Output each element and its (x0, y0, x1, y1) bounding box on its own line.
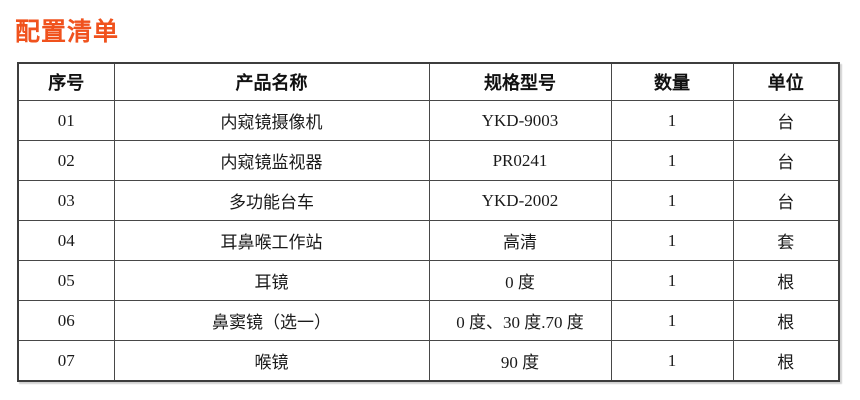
cell-seq: 01 (17, 100, 115, 141)
cell-name: 鼻窦镜（选一） (113, 300, 430, 341)
cell-name: 耳镜 (113, 260, 430, 301)
cell-unit: 根 (732, 260, 840, 301)
cell-seq: 07 (17, 340, 115, 382)
col-header-seq: 序号 (17, 62, 115, 101)
table-row: 04 耳鼻喉工作站 高清 1 套 (17, 220, 840, 261)
header-row: 序号 产品名称 规格型号 数量 单位 (17, 62, 840, 101)
cell-seq: 05 (17, 260, 115, 301)
cell-spec: 0 度 (428, 260, 612, 301)
cell-seq: 02 (17, 140, 115, 181)
cell-unit: 台 (732, 180, 840, 221)
table-row: 01 内窥镜摄像机 YKD-9003 1 台 (17, 100, 840, 141)
cell-qty: 1 (610, 180, 734, 221)
col-header-spec: 规格型号 (428, 62, 612, 101)
cell-spec: YKD-9003 (428, 100, 612, 141)
col-header-qty: 数量 (610, 62, 734, 101)
cell-spec: PR0241 (428, 140, 612, 181)
cell-unit: 套 (732, 220, 840, 261)
cell-name: 喉镜 (113, 340, 430, 382)
config-table-container: 序号 产品名称 规格型号 数量 单位 01 内窥镜摄像机 YKD-9003 1 … (17, 62, 840, 382)
table-row: 03 多功能台车 YKD-2002 1 台 (17, 180, 840, 221)
cell-name: 内窥镜摄像机 (113, 100, 430, 141)
cell-unit: 台 (732, 140, 840, 181)
config-table: 序号 产品名称 规格型号 数量 单位 01 内窥镜摄像机 YKD-9003 1 … (17, 62, 840, 382)
cell-name: 内窥镜监视器 (113, 140, 430, 181)
cell-spec: 0 度、30 度.70 度 (428, 300, 612, 341)
cell-qty: 1 (610, 300, 734, 341)
cell-name: 多功能台车 (113, 180, 430, 221)
table-row: 02 内窥镜监视器 PR0241 1 台 (17, 140, 840, 181)
col-header-name: 产品名称 (113, 62, 430, 101)
table-row: 05 耳镜 0 度 1 根 (17, 260, 840, 301)
cell-qty: 1 (610, 100, 734, 141)
cell-seq: 04 (17, 220, 115, 261)
table-row: 07 喉镜 90 度 1 根 (17, 340, 840, 382)
cell-seq: 03 (17, 180, 115, 221)
cell-unit: 根 (732, 300, 840, 341)
col-header-unit: 单位 (732, 62, 840, 101)
table-row: 06 鼻窦镜（选一） 0 度、30 度.70 度 1 根 (17, 300, 840, 341)
cell-seq: 06 (17, 300, 115, 341)
table-header: 序号 产品名称 规格型号 数量 单位 (17, 62, 840, 101)
cell-qty: 1 (610, 340, 734, 382)
cell-unit: 根 (732, 340, 840, 382)
cell-qty: 1 (610, 260, 734, 301)
cell-spec: 90 度 (428, 340, 612, 382)
cell-spec: YKD-2002 (428, 180, 612, 221)
table-body: 01 内窥镜摄像机 YKD-9003 1 台 02 内窥镜监视器 PR0241 … (17, 100, 840, 382)
page-title: 配置清单 (15, 18, 120, 46)
cell-qty: 1 (610, 220, 734, 261)
cell-qty: 1 (610, 140, 734, 181)
cell-name: 耳鼻喉工作站 (113, 220, 430, 261)
cell-unit: 台 (732, 100, 840, 141)
cell-spec: 高清 (428, 220, 612, 261)
